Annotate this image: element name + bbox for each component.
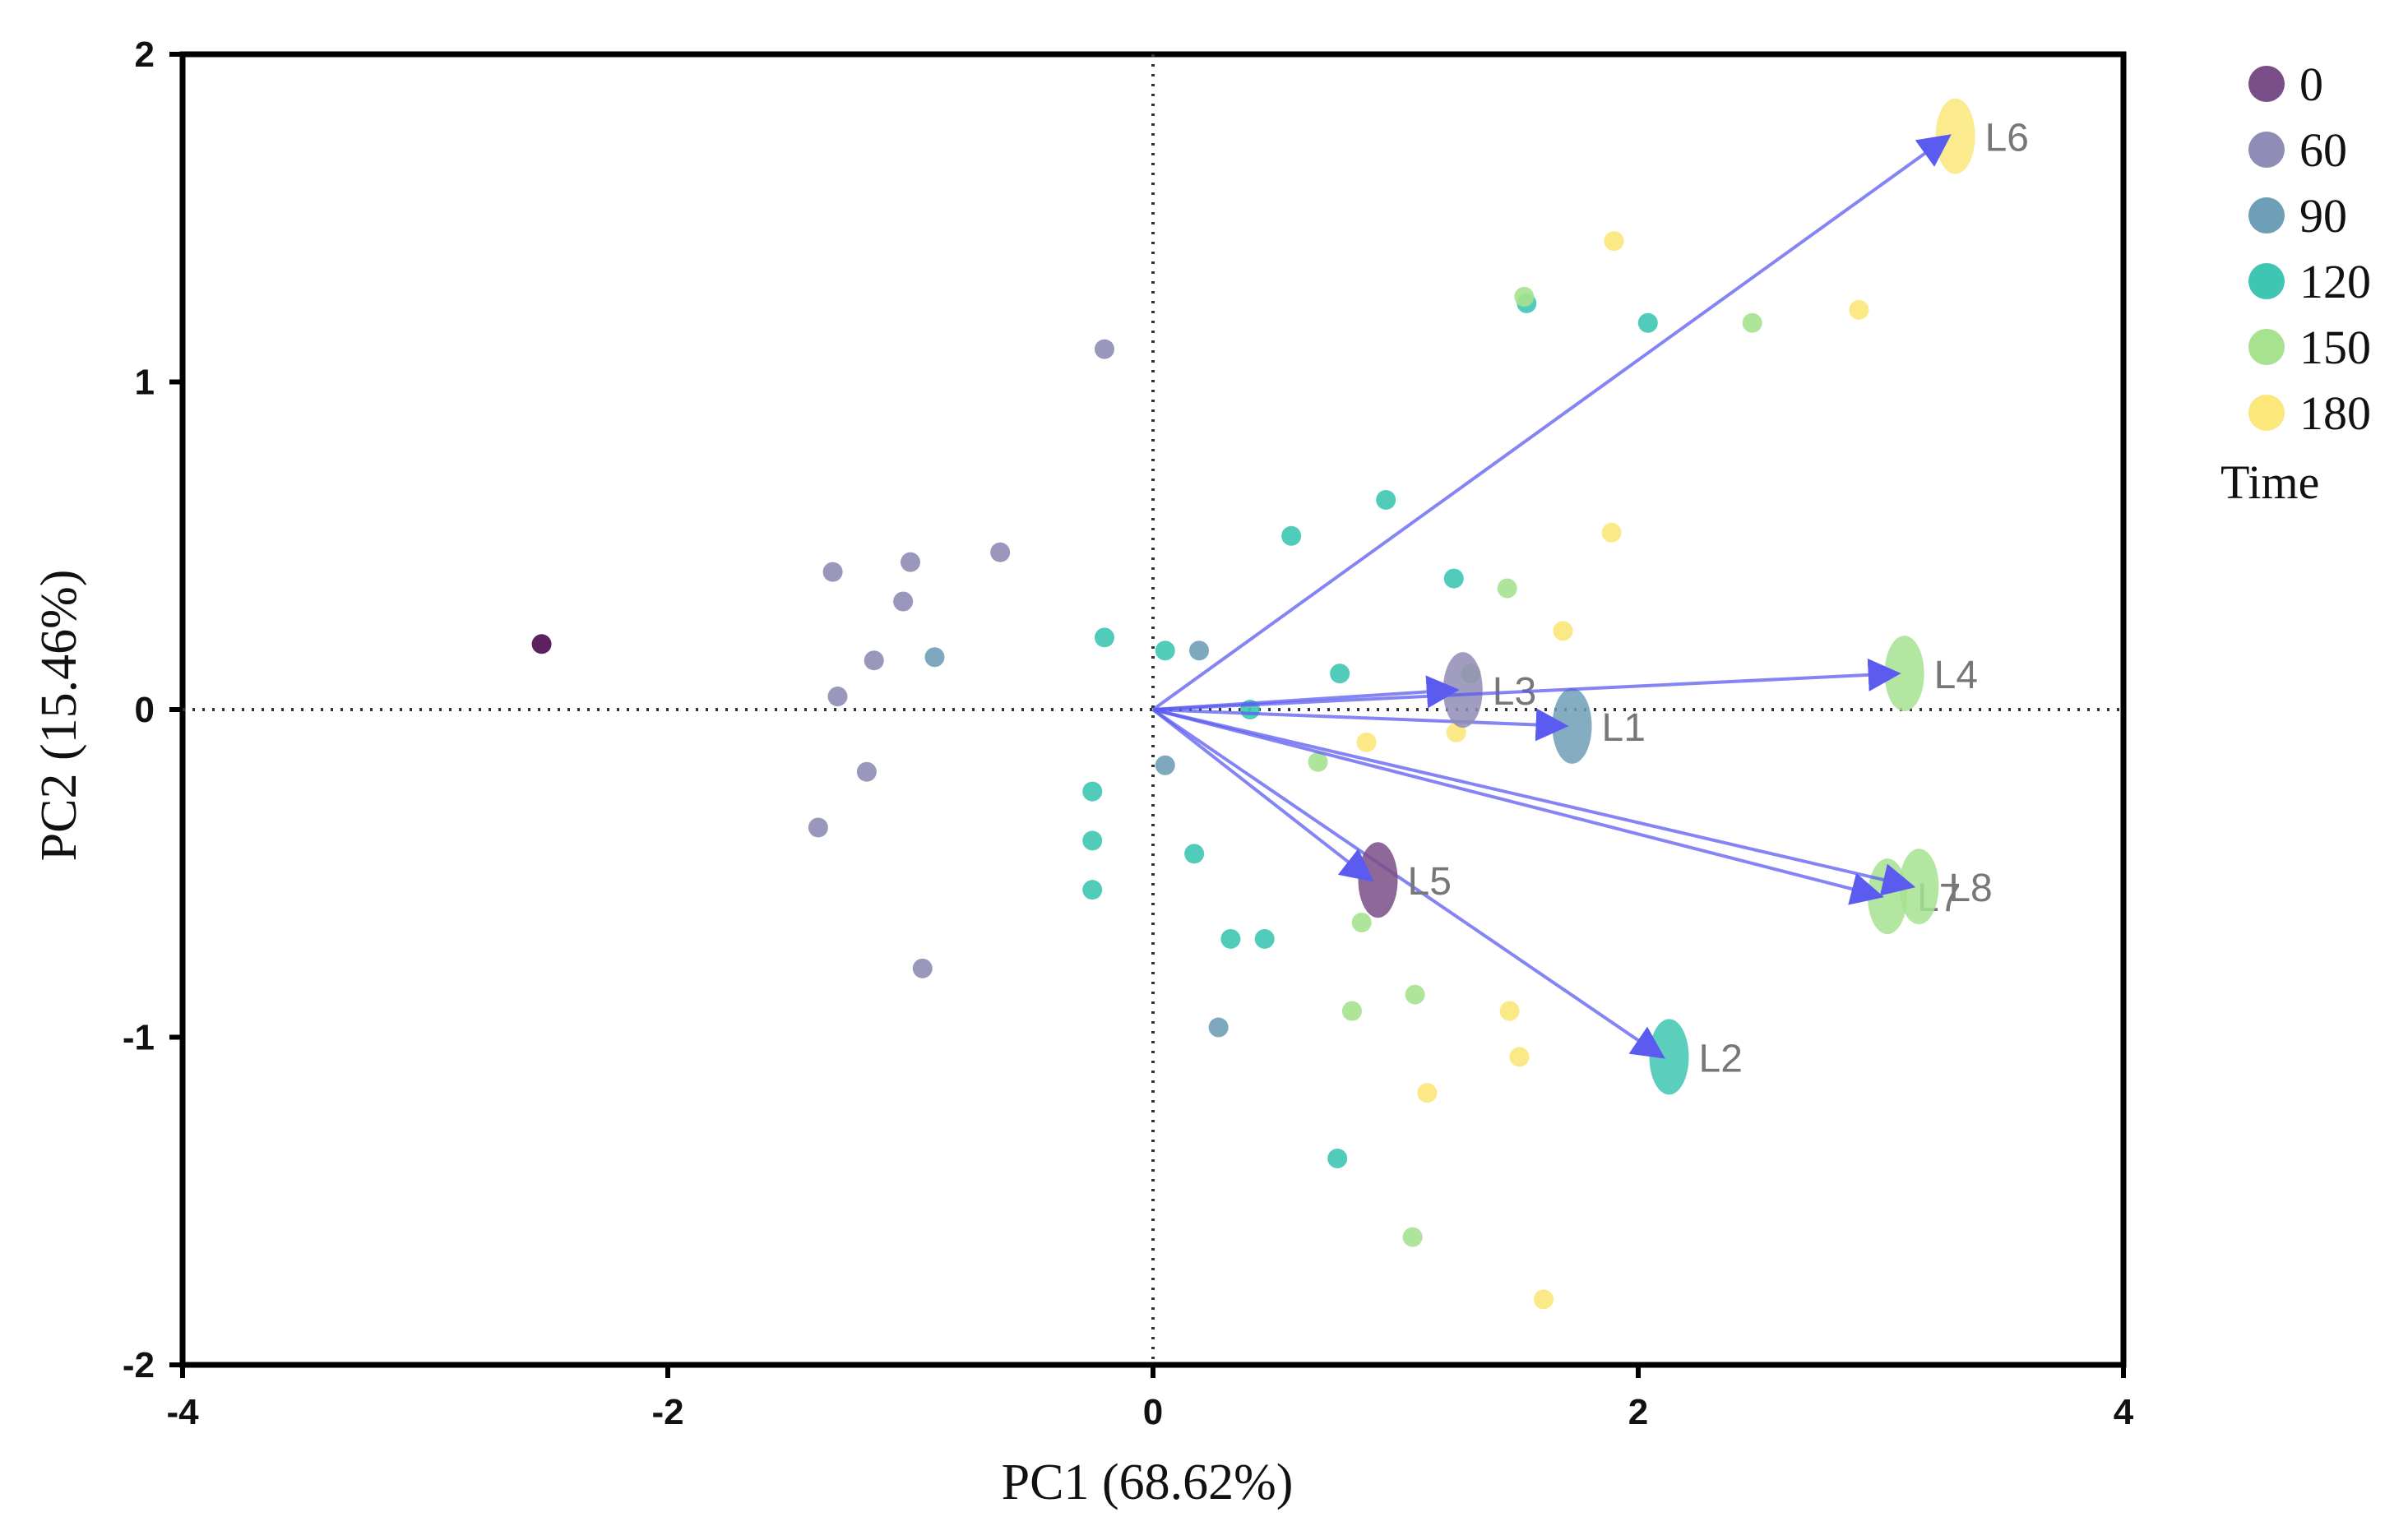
data-point-time-60 (893, 591, 914, 612)
legend-marker-150 (2248, 329, 2285, 365)
data-point-time-60 (864, 650, 884, 671)
data-point-time-60 (901, 552, 920, 572)
data-point-time-180 (1499, 1001, 1520, 1021)
loading-vectors: L1L2L3L4L5L6L7L8 (1151, 98, 2029, 1095)
loading-vector-l5 (1151, 708, 1374, 882)
data-point-time-120 (1281, 525, 1302, 546)
legend-marker-120 (2248, 263, 2285, 299)
loading-vector-l2 (1151, 708, 1665, 1059)
data-point-time-60 (808, 817, 828, 838)
loading-vector-l1 (1152, 708, 1569, 742)
legend-label-60: 60 (2299, 123, 2347, 177)
data-point-time-120 (1376, 489, 1396, 510)
legend: 0 60 90 120 150 180 Time (2220, 58, 2371, 509)
y-axis-label: PC2 (15.46%) (31, 570, 87, 862)
legend-label-0: 0 (2299, 58, 2323, 111)
loading-label-l5: L5 (1408, 860, 1452, 904)
data-point-time-180 (1417, 1083, 1438, 1103)
loading-label-l1: L1 (1602, 706, 1646, 750)
y-tick-label: 1 (135, 363, 155, 403)
loading-label-l6: L6 (1985, 117, 2029, 160)
data-point-time-180 (1849, 299, 1869, 320)
data-point-time-0 (531, 634, 552, 654)
data-point-time-90 (1208, 1017, 1229, 1038)
data-point-time-120 (1443, 568, 1464, 589)
loading-vector-l8 (1152, 708, 1916, 896)
data-point-time-180 (1509, 1047, 1530, 1067)
x-axis-label: PC1 (68.62%) (1002, 1454, 1294, 1510)
data-point-time-60 (912, 958, 933, 978)
data-point-time-150 (1341, 1001, 1362, 1021)
loading-marker-l4 (1884, 636, 1924, 712)
loading-marker-l2 (1649, 1019, 1689, 1095)
x-tick-label: -2 (651, 1392, 683, 1432)
x-tick-label: 4 (2114, 1392, 2134, 1432)
data-point-time-120 (1327, 1148, 1348, 1168)
loading-marker-l1 (1552, 687, 1592, 764)
data-point-time-60 (990, 542, 1011, 562)
data-point-time-60 (856, 761, 877, 782)
legend-label-180: 180 (2299, 386, 2371, 440)
data-point-time-120 (1184, 844, 1205, 864)
data-point-time-150 (1514, 286, 1535, 307)
loading-marker-l5 (1358, 842, 1398, 918)
data-point-time-120 (1082, 880, 1103, 900)
data-point-time-120 (1082, 830, 1103, 851)
data-point-time-60 (827, 687, 848, 707)
data-point-time-150 (1497, 578, 1517, 599)
legend-label-90: 90 (2299, 189, 2347, 243)
legend-marker-180 (2248, 395, 2285, 431)
x-tick-label: 0 (1143, 1392, 1163, 1432)
data-point-time-90 (924, 647, 945, 668)
loading-marker-l3 (1442, 652, 1483, 728)
data-point-time-120 (1637, 312, 1658, 333)
axis-ticks: -4 -2 0 2 4 -2 -1 0 1 2 (123, 35, 2134, 1432)
loading-vector-l4 (1152, 658, 1901, 711)
data-point-time-120 (1082, 781, 1103, 802)
loading-vector-l7 (1152, 708, 1884, 905)
data-point-time-180 (1356, 732, 1377, 752)
loading-marker-l6 (1935, 98, 1975, 174)
x-tick-label: 2 (1628, 1392, 1648, 1432)
data-point-time-180 (1553, 621, 1573, 641)
reference-lines (183, 54, 2123, 1365)
data-point-time-180 (1601, 522, 1622, 543)
data-point-time-120 (1095, 627, 1114, 648)
legend-marker-0 (2248, 66, 2285, 102)
data-point-time-150 (1351, 913, 1372, 933)
y-tick-label: -1 (123, 1018, 155, 1058)
legend-marker-60 (2248, 132, 2285, 168)
data-point-time-120 (1254, 928, 1275, 949)
x-tick-label: -4 (166, 1392, 199, 1432)
data-point-time-90 (1155, 755, 1175, 775)
loading-label-l4: L4 (1934, 654, 1978, 697)
data-point-time-120 (1155, 641, 1175, 661)
legend-label-120: 120 (2299, 255, 2371, 308)
legend-title: Time (2220, 456, 2319, 509)
data-point-time-180 (1533, 1289, 1554, 1310)
data-point-time-150 (1308, 752, 1328, 772)
data-point-time-120 (1220, 928, 1241, 949)
legend-label-150: 150 (2299, 321, 2371, 374)
data-point-time-90 (1189, 641, 1210, 661)
y-tick-label: -2 (123, 1345, 155, 1385)
data-point-time-60 (822, 562, 843, 582)
data-points (531, 231, 1869, 1310)
loading-label-l8: L8 (1948, 867, 1992, 910)
loading-vector-l6 (1151, 134, 1952, 711)
loading-label-l2: L2 (1699, 1037, 1743, 1080)
data-point-time-120 (1330, 664, 1350, 684)
data-point-time-150 (1402, 1227, 1423, 1247)
y-tick-label: 2 (135, 35, 155, 75)
y-tick-label: 0 (135, 690, 155, 730)
data-point-time-150 (1405, 984, 1425, 1005)
data-point-time-60 (1095, 339, 1114, 359)
data-point-time-150 (1742, 312, 1762, 333)
legend-marker-90 (2248, 197, 2285, 234)
data-point-time-180 (1604, 231, 1624, 252)
